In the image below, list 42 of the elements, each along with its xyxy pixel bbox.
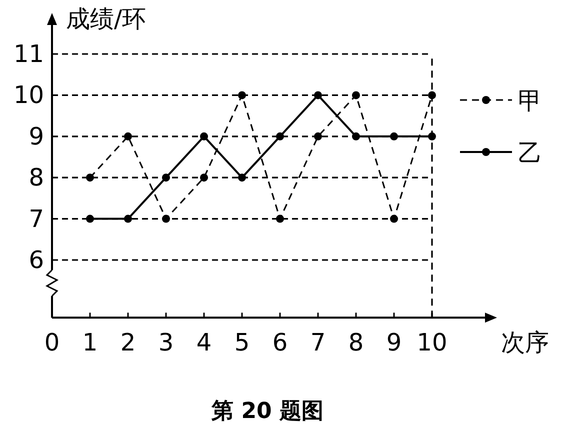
y-tick-label: 11 (13, 40, 44, 68)
point (352, 91, 360, 100)
point (390, 132, 398, 140)
x-tick-label: 3 (158, 328, 174, 357)
x-tick-label: 8 (348, 328, 364, 357)
point (428, 91, 436, 100)
point (86, 214, 94, 223)
x-tick-label: 4 (196, 328, 212, 357)
y-tick-label: 9 (28, 122, 44, 150)
point (238, 174, 246, 182)
point (314, 91, 322, 100)
point (352, 132, 360, 140)
point (162, 174, 170, 182)
legend-label: 乙 (518, 139, 542, 167)
point (238, 91, 246, 100)
x-tick-label: 1 (82, 328, 98, 357)
point (276, 132, 284, 140)
x-tick-label: 0 (44, 328, 60, 357)
point (124, 132, 132, 140)
point (124, 214, 132, 223)
y-tick-label: 6 (28, 246, 44, 274)
y-tick-label: 10 (13, 81, 44, 110)
x-axis-title: 次序 (501, 328, 549, 357)
legend-label: 甲 (518, 87, 542, 115)
x-tick-label: 7 (310, 328, 326, 357)
x-tick-label: 9 (386, 328, 402, 357)
point (314, 132, 322, 140)
point (86, 174, 94, 182)
point (276, 214, 284, 223)
point (200, 132, 208, 140)
y-tick-label: 8 (28, 164, 44, 192)
y-tick-label: 7 (28, 204, 44, 233)
point (390, 214, 398, 223)
x-tick-label: 10 (416, 328, 448, 357)
x-tick-label: 5 (234, 328, 250, 357)
y-axis-title: 成绩/环 (66, 5, 146, 34)
x-tick-label: 6 (272, 328, 288, 357)
point (162, 214, 170, 223)
x-tick-label: 2 (120, 328, 136, 357)
text: 第 20 题图 (210, 399, 324, 424)
point (428, 132, 436, 140)
point (200, 174, 208, 182)
